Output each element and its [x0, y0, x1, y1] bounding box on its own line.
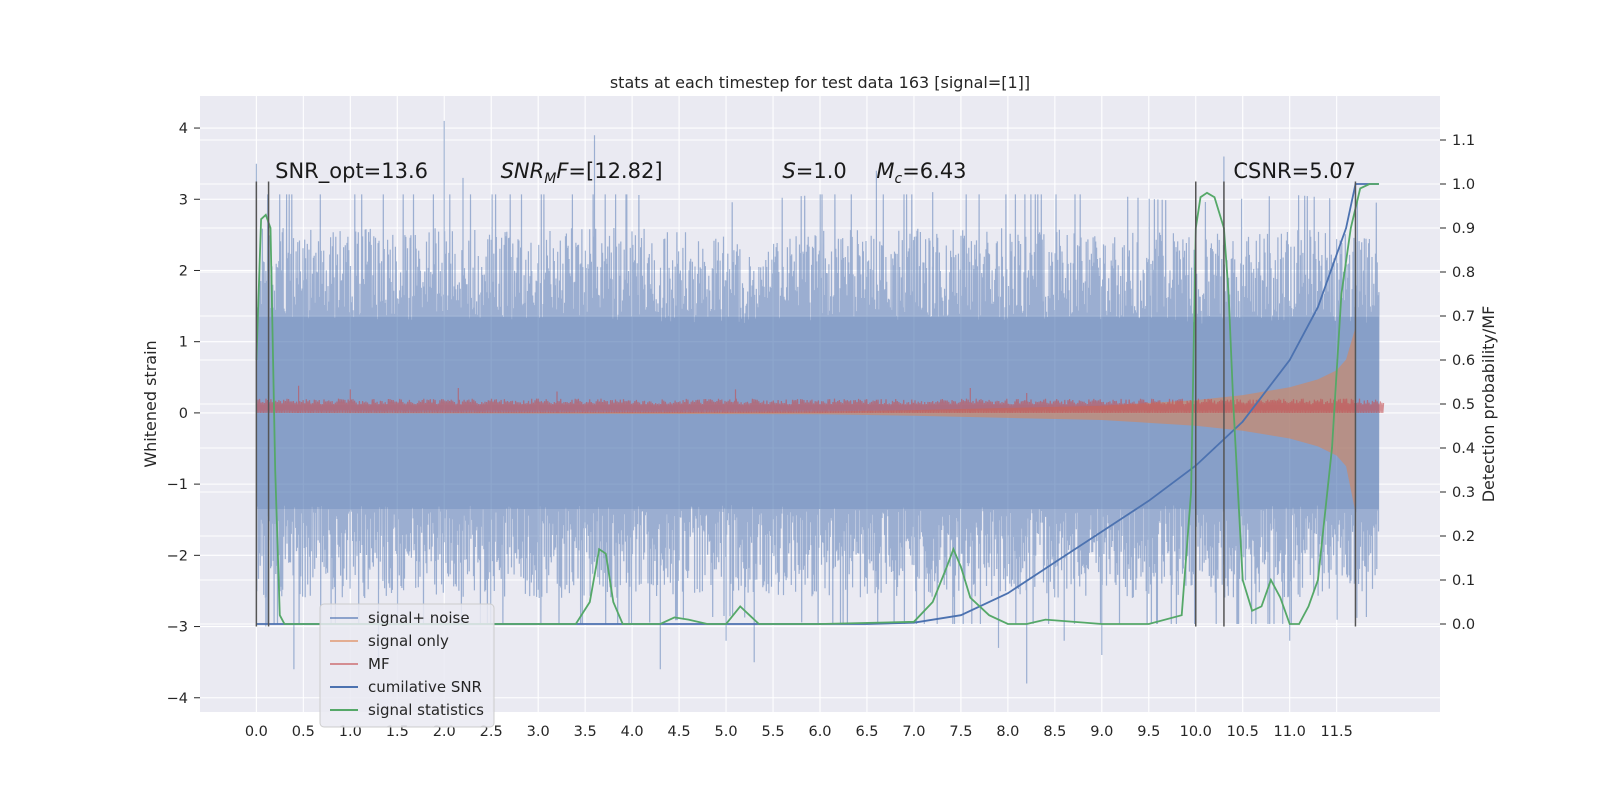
y2-tick-label: 0.2: [1452, 529, 1475, 545]
x-tick-label: 0.0: [245, 724, 268, 740]
x-tick-label: 5.0: [715, 724, 738, 740]
y2-tick-label: 1.0: [1452, 177, 1475, 193]
x-tick-label: 11.0: [1274, 724, 1306, 740]
y-tick-label: −4: [167, 691, 188, 707]
y2-tick-label: 0.9: [1452, 221, 1475, 237]
y-tick-label: 4: [179, 121, 188, 137]
y-tick-label: 3: [179, 192, 188, 208]
y-tick-label: −2: [167, 548, 188, 564]
legend-label: cumilative SNR: [368, 678, 482, 696]
annotation-text: CSNR=5.07: [1233, 159, 1356, 183]
axis-ticks: 0.0 0.5 1.0 1.5 2.0 2.5 3.0 3.5 4.0 4.5 5.0 5.5 6.0 6…: [167, 121, 1475, 740]
y2-tick-label: 0.1: [1452, 573, 1475, 589]
series-signal-statistics: [255, 183, 1379, 625]
x-tick-label: 2.5: [480, 724, 503, 740]
y2-tick-label: 0.4: [1452, 441, 1475, 457]
x-tick-label: 11.5: [1321, 724, 1353, 740]
chart-title: stats at each timestep for test data 163…: [610, 73, 1030, 92]
annotation-text: SNRMF=[12.82]: [501, 159, 663, 187]
legend-label: signal statistics: [368, 701, 484, 719]
legend-label: signal only: [368, 632, 449, 650]
legend-box: [319, 603, 495, 728]
data-layer: [255, 120, 1385, 684]
x-tick-label: 4.5: [668, 724, 691, 740]
x-tick-label: 0.5: [292, 724, 315, 740]
y-tick-label: −1: [167, 477, 188, 493]
series-cumulative-snr: [256, 183, 1379, 625]
y-tick-label: 2: [179, 263, 188, 279]
annotations: SNR_opt=13.6 SNRMF=[12.82] S=1.0 Mc=6.43 CSN…: [275, 159, 1356, 187]
y2-tick-label: 0.0: [1452, 617, 1475, 633]
y-axis-label: Whitened strain: [141, 340, 160, 467]
x-tick-label: 6.0: [808, 724, 831, 740]
x-tick-label: 10.5: [1227, 724, 1259, 740]
legend: signal+ noise signal only MF cumilative SNR…: [319, 603, 495, 728]
x-tick-label: 3.5: [574, 724, 597, 740]
x-tick-label: 9.5: [1137, 724, 1160, 740]
y-tick-label: 1: [179, 335, 188, 351]
annotation-text: SNR_opt=13.6: [275, 159, 428, 184]
x-tick-label: 7.5: [949, 724, 972, 740]
y2-tick-label: 0.6: [1452, 353, 1475, 369]
x-tick-label: 3.0: [527, 724, 550, 740]
y2-tick-label: 0.3: [1452, 485, 1475, 501]
y2-tick-label: 1.1: [1452, 133, 1475, 149]
vertical-markers: [255, 181, 1357, 627]
series-signal-noise: [255, 120, 1380, 684]
legend-label: signal+ noise: [368, 609, 470, 627]
y2-tick-label: 0.8: [1452, 265, 1475, 281]
y-tick-label: 0: [179, 406, 188, 422]
series-signal-only: [256, 327, 1356, 513]
x-tick-label: 10.0: [1180, 724, 1212, 740]
x-tick-label: 7.0: [902, 724, 925, 740]
x-tick-label: 6.5: [855, 724, 878, 740]
x-tick-label: 1.5: [386, 724, 409, 740]
x-tick-label: 8.0: [996, 724, 1019, 740]
annotation-text: Mc=6.43: [876, 159, 966, 187]
legend-label: MF: [368, 655, 390, 673]
x-tick-label: 9.0: [1090, 724, 1113, 740]
y-tick-label: −3: [167, 620, 188, 636]
x-tick-label: 5.5: [761, 724, 784, 740]
series-mf: [255, 385, 1385, 413]
annotation-text: S=1.0: [782, 159, 846, 183]
y2-axis-label: Detection probability/MF: [1479, 306, 1498, 503]
x-tick-label: 8.5: [1043, 724, 1066, 740]
y2-tick-label: 0.5: [1452, 397, 1475, 413]
x-tick-label: 4.0: [621, 724, 644, 740]
y2-tick-label: 0.7: [1452, 309, 1475, 325]
x-tick-label: 1.0: [339, 724, 362, 740]
x-tick-label: 2.0: [433, 724, 456, 740]
